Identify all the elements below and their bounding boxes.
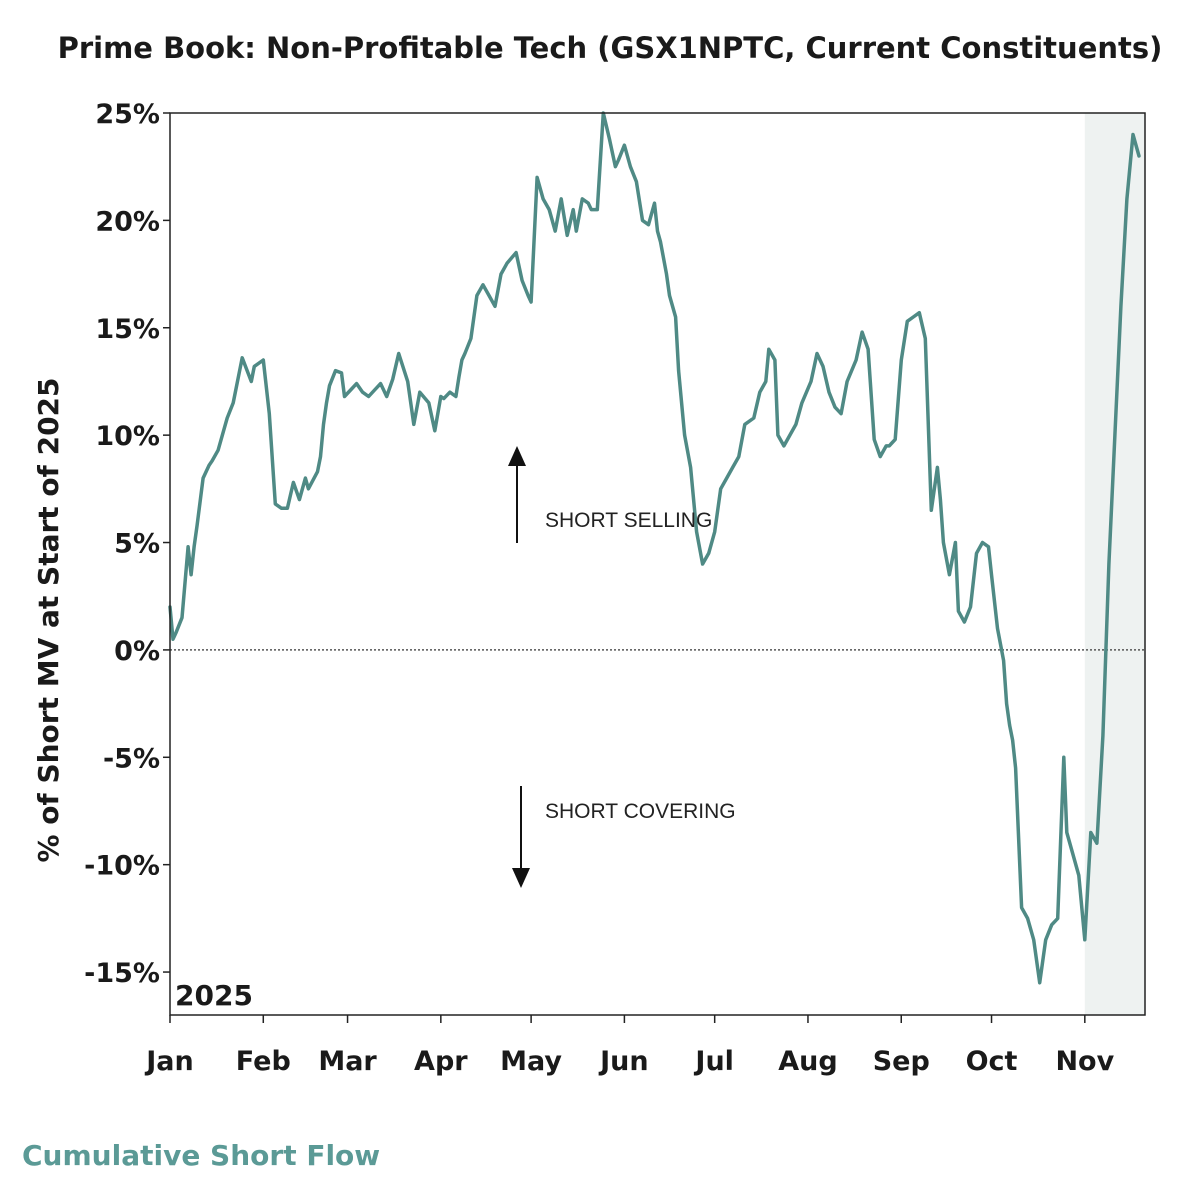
y-tick-label: -10% [84, 851, 160, 882]
x-tick-label: Feb [236, 1046, 291, 1077]
x-tick-label: Jan [144, 1046, 194, 1077]
x-tick-label: Oct [966, 1046, 1018, 1077]
short-covering-label: SHORT COVERING [545, 800, 736, 823]
shaded-region [1084, 113, 1145, 1015]
x-tick-label: Aug [778, 1046, 837, 1077]
footer-label: Cumulative Short Flow [22, 1139, 380, 1172]
y-tick-label: 10% [95, 421, 160, 452]
short-covering-annotation: SHORT COVERING [512, 786, 736, 888]
y-tick-label: 15% [95, 314, 160, 345]
y-tick-label: 25% [95, 99, 160, 130]
x-tick-label: Sep [873, 1046, 930, 1077]
y-tick-label: -15% [84, 958, 160, 989]
plot-frame [169, 112, 1146, 1016]
y-tick-label: 0% [114, 636, 160, 667]
year-label: 2025 [175, 979, 253, 1012]
x-tick-label: May [500, 1046, 562, 1077]
y-axis-label: % of Short MV at Start of 2025 [32, 377, 65, 862]
x-tick-label: Jun [598, 1046, 649, 1077]
x-axis: Jan Feb Mar Apr May Jun Jul Aug Sep Oct Nov [144, 1015, 1115, 1077]
short-selling-label: SHORT SELLING [545, 509, 712, 532]
y-tick-label: -5% [103, 743, 160, 774]
short-selling-annotation: SHORT SELLING [508, 446, 712, 543]
plot-area [168, 111, 1146, 1016]
down-arrowhead-icon [512, 868, 530, 888]
y-tick-label: 5% [114, 529, 160, 560]
y-tick-label: 20% [95, 206, 160, 237]
up-arrowhead-icon [508, 446, 526, 466]
x-tick-label: Mar [318, 1046, 377, 1077]
series-line [168, 111, 1141, 985]
x-tick-label: Apr [414, 1046, 468, 1077]
chart-title: Prime Book: Non-Profitable Tech (GSX1NPT… [58, 31, 1163, 65]
x-tick-label: Jul [693, 1046, 734, 1077]
y-axis: 25% 20% 15% 10% 5% 0% -5% -10% -15% [84, 99, 170, 989]
x-tick-label: Nov [1055, 1046, 1114, 1077]
